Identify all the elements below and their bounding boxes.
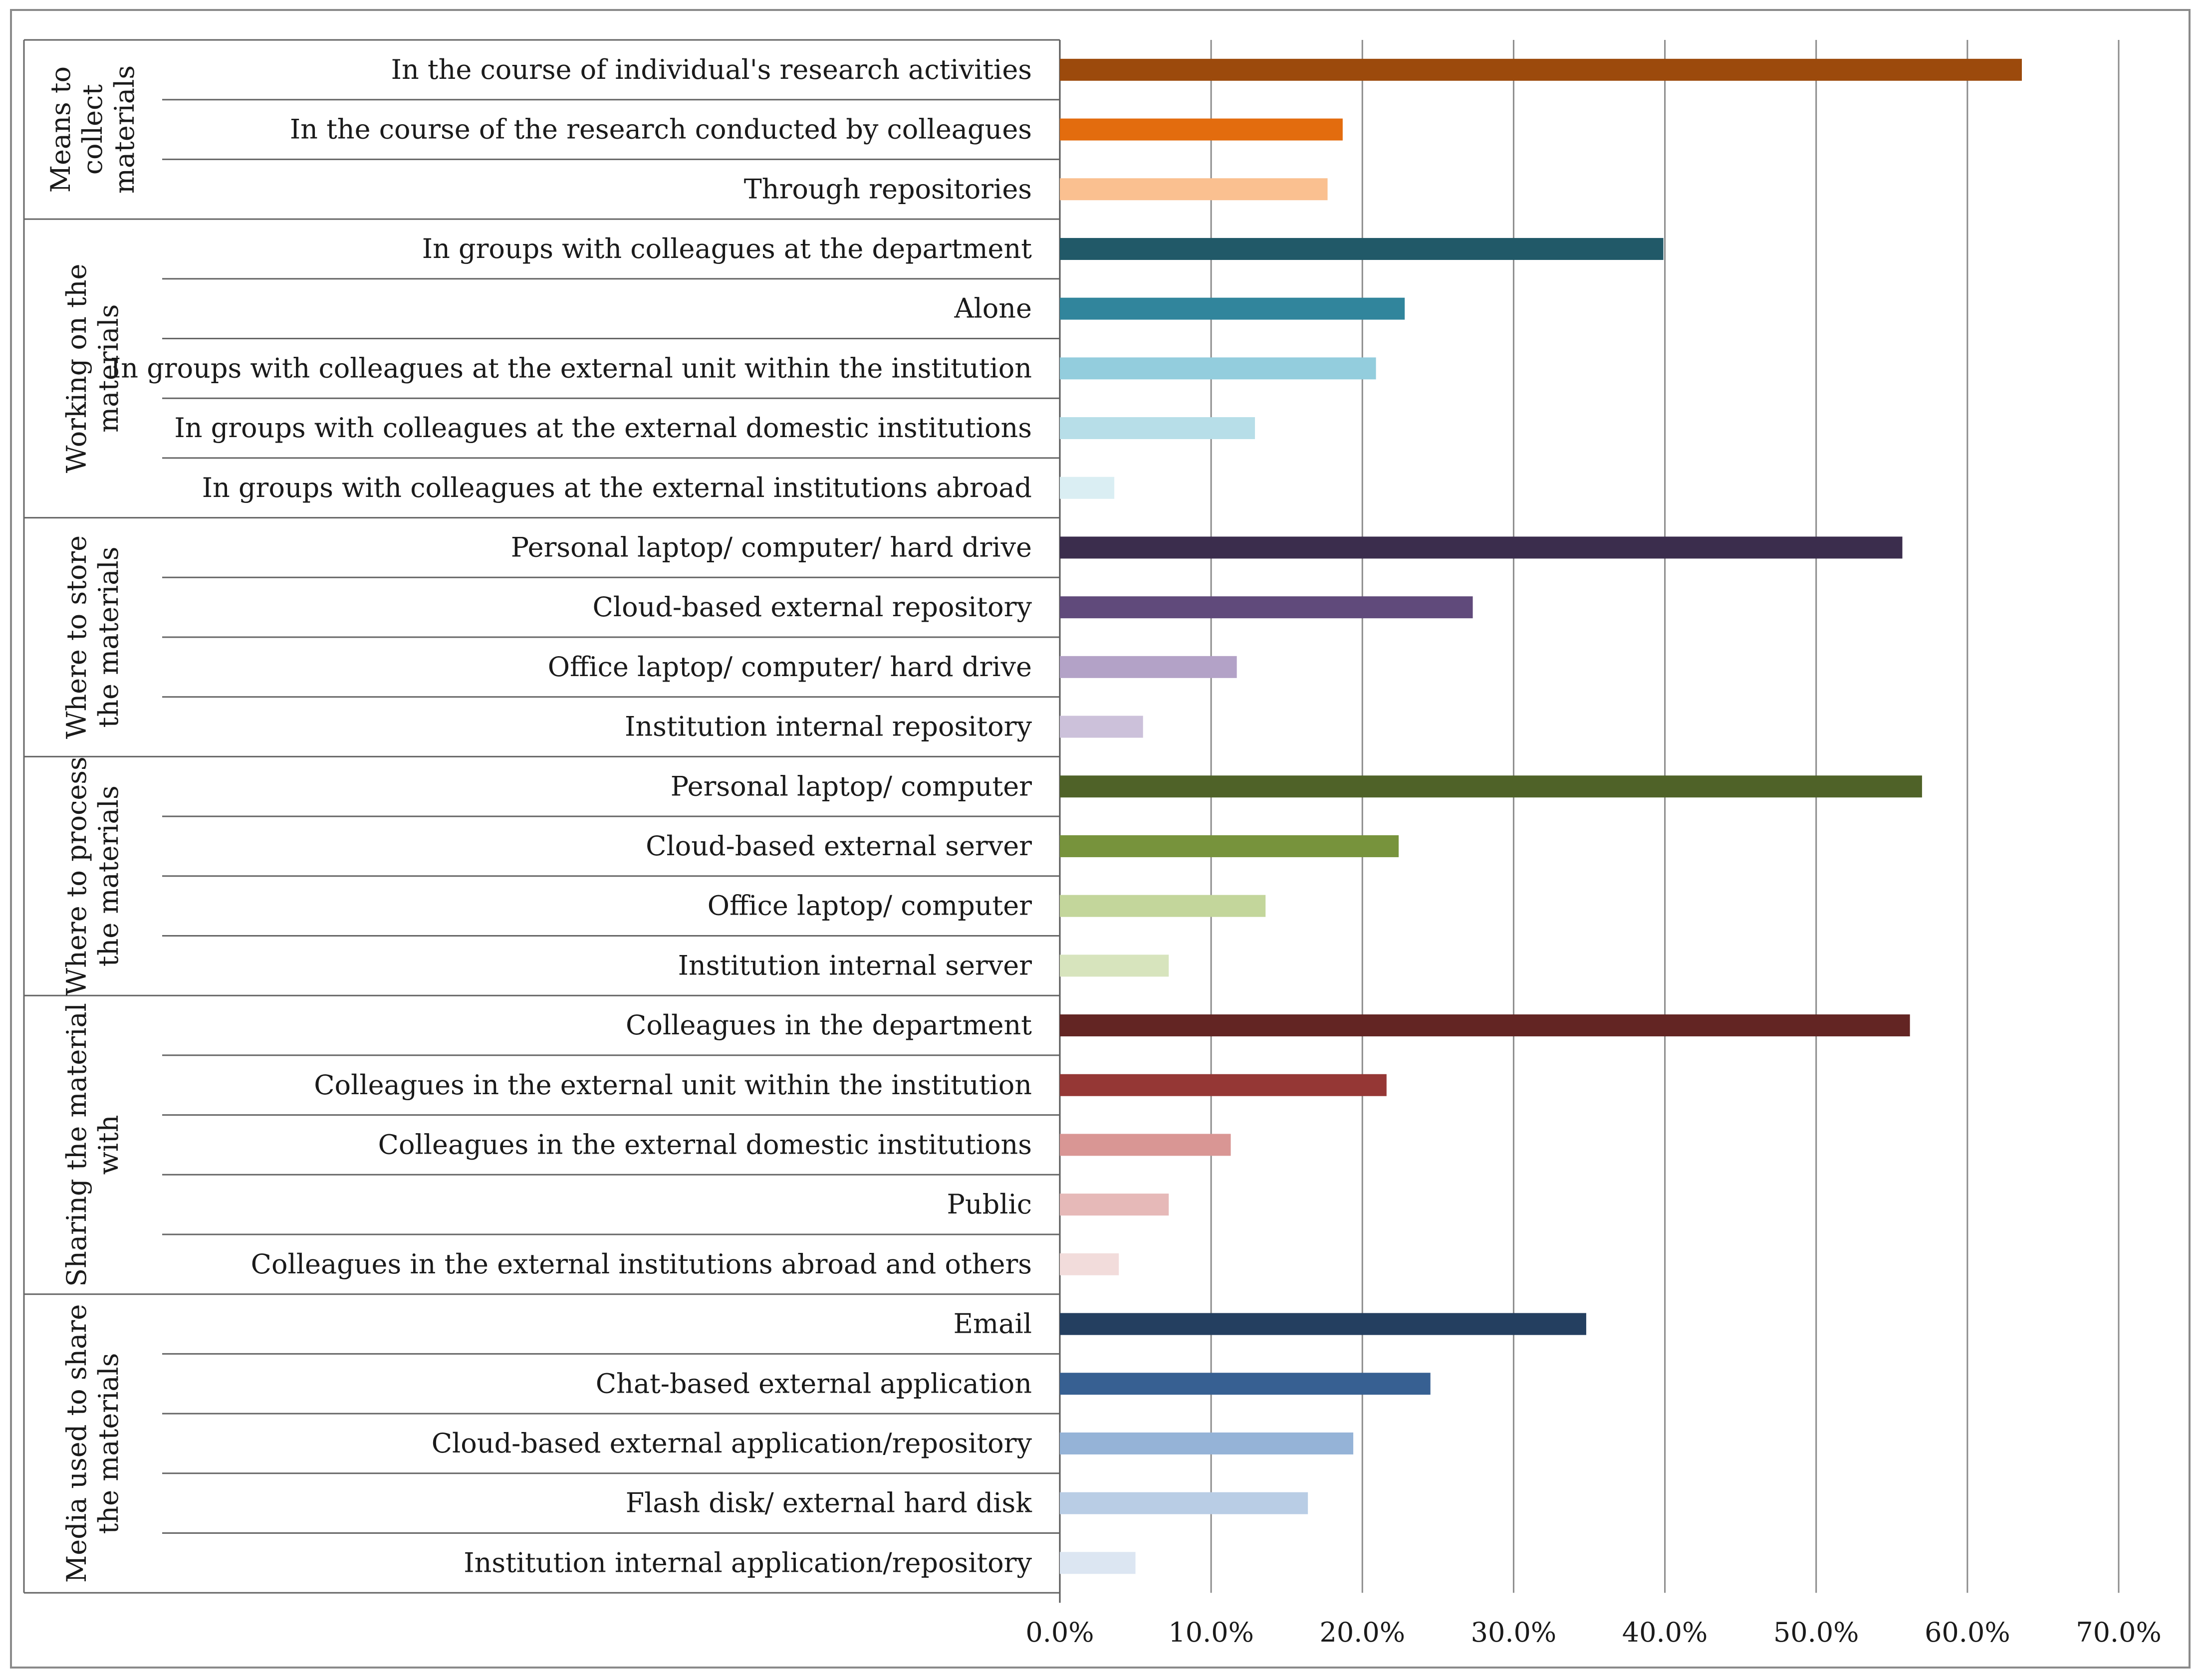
group-label: Where to processthe materials: [61, 756, 124, 995]
category-label: Institution internal application/reposit…: [464, 1547, 1032, 1578]
group-label-line: the materials: [93, 547, 124, 728]
category-label: Personal laptop/ computer/ hard drive: [511, 531, 1032, 563]
bar: [1060, 1492, 1308, 1514]
bar: [1060, 536, 1903, 559]
x-tick-label: 0.0%: [1025, 1617, 1094, 1648]
category-label: Alone: [954, 293, 1032, 324]
bar: [1060, 1194, 1169, 1216]
group-label: Sharing the materialwith: [61, 1003, 124, 1287]
category-label: Chat-based external application: [596, 1368, 1032, 1399]
category-label: Institution internal server: [678, 950, 1032, 981]
category-label: Office laptop/ computer: [708, 890, 1032, 922]
bar: [1060, 178, 1328, 201]
group-label-line: with: [93, 1115, 124, 1175]
category-label: Email: [954, 1308, 1032, 1340]
category-label: In groups with colleagues at the externa…: [202, 472, 1032, 503]
bar: [1060, 1074, 1387, 1096]
bar: [1060, 477, 1115, 499]
category-label: In the course of the research conducted …: [290, 114, 1032, 145]
category-label: Institution internal repository: [625, 711, 1032, 742]
group-label-line: Where to process: [61, 756, 92, 995]
category-label: Cloud-based external server: [646, 830, 1032, 862]
bar: [1060, 357, 1376, 380]
bar: [1060, 656, 1237, 678]
bar: [1060, 1253, 1119, 1275]
category-label: In groups with colleagues at the departm…: [422, 233, 1032, 264]
category-label: In groups with colleagues at the externa…: [110, 352, 1032, 384]
bar: [1060, 297, 1405, 320]
category-table: In the course of individual's research a…: [23, 39, 1060, 1594]
group-label: Working on thematerials: [61, 264, 124, 474]
group-label-line: Sharing the material: [61, 1003, 92, 1287]
category-label: Through repositories: [744, 173, 1032, 205]
bar: [1060, 716, 1143, 738]
group-label-line: Where to store: [61, 535, 92, 739]
group-label-line: the materials: [93, 785, 124, 966]
group-label-line: the materials: [93, 1353, 124, 1534]
group-label-line: Media used to share: [61, 1304, 92, 1583]
category-label: Cloud-based external application/reposit…: [432, 1428, 1032, 1459]
bar: [1060, 1552, 1136, 1574]
x-axis-ticks: 0.0% 10.0% 20.0% 30.0% 40.0% 50.0% 60.0% 70.0%: [1025, 1617, 2161, 1648]
category-label: Colleagues in the department: [626, 1009, 1032, 1041]
bar: [1060, 58, 2022, 81]
category-label: Cloud-based external repository: [592, 591, 1032, 623]
x-tick-label: 20.0%: [1320, 1617, 1406, 1648]
category-label: In the course of individual's research a…: [391, 54, 1032, 85]
bar: [1060, 118, 1343, 141]
x-tick-label: 70.0%: [2076, 1617, 2162, 1648]
group-label: Means tocollectmaterials: [45, 65, 140, 194]
group-label-line: Means to: [45, 66, 76, 193]
category-label: Public: [947, 1189, 1032, 1220]
group-label-line: materials: [93, 304, 124, 433]
x-tick-label: 40.0%: [1622, 1617, 1708, 1648]
group-label-line: materials: [109, 65, 140, 194]
x-tick-label: 50.0%: [1773, 1617, 1859, 1648]
bar: [1060, 1014, 1910, 1037]
x-tick-label: 30.0%: [1471, 1617, 1557, 1648]
bar: [1060, 417, 1255, 440]
bar: [1060, 238, 1664, 260]
bar: [1060, 775, 1922, 798]
bar: [1060, 835, 1399, 857]
group-label: Where to storethe materials: [61, 535, 124, 739]
bar: [1060, 1373, 1431, 1395]
category-label: Flash disk/ external hard disk: [626, 1487, 1033, 1519]
bar: [1060, 1432, 1354, 1454]
bar: [1060, 955, 1169, 977]
category-label: Personal laptop/ computer: [671, 770, 1032, 802]
category-label: Colleagues in the external institutions …: [251, 1248, 1032, 1280]
bar: [1060, 1313, 1586, 1335]
category-label: Colleagues in the external unit within t…: [314, 1069, 1032, 1101]
x-tick-label: 10.0%: [1168, 1617, 1254, 1648]
category-label: Colleagues in the external domestic inst…: [378, 1129, 1032, 1160]
bar: [1060, 596, 1473, 619]
category-label: In groups with colleagues at the externa…: [174, 412, 1032, 444]
category-label: Office laptop/ computer/ hard drive: [548, 651, 1032, 683]
bar: [1060, 1134, 1231, 1156]
bars: [1060, 58, 2022, 1574]
x-tick-label: 60.0%: [1925, 1617, 2010, 1648]
group-label-line: collect: [77, 84, 108, 175]
group-label-line: Working on the: [61, 264, 92, 474]
group-label: Media used to sharethe materials: [61, 1304, 124, 1583]
bar: [1060, 895, 1266, 917]
